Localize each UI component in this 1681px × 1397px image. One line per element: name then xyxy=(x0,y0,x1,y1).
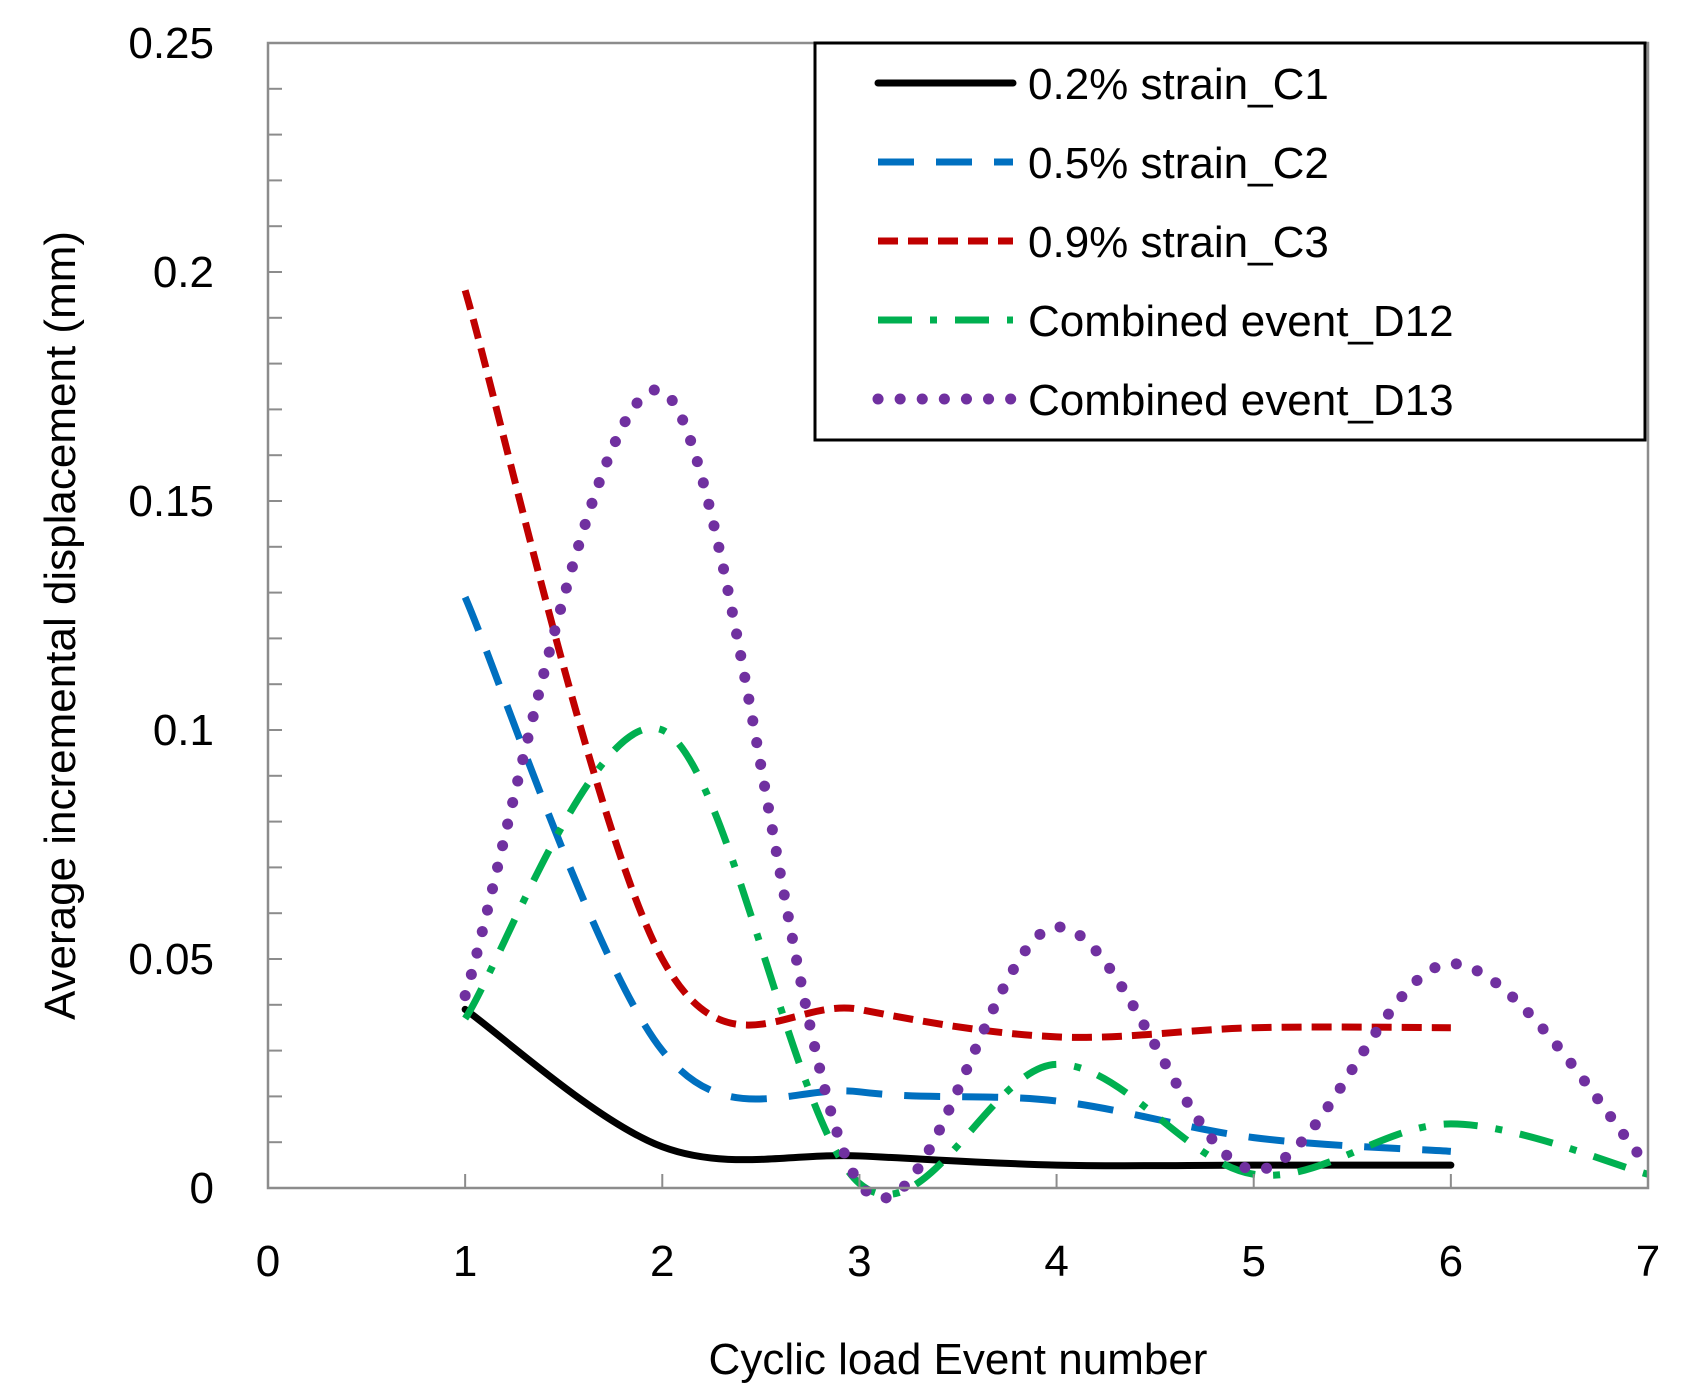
legend-label-0-5-strain-c2: 0.5% strain_C2 xyxy=(1028,139,1329,188)
x-tick-label: 5 xyxy=(1241,1237,1265,1286)
y-tick-label: 0.1 xyxy=(153,706,214,755)
series-line-0-2-strain-c1 xyxy=(461,1005,1455,1170)
y-tick-label: 0.25 xyxy=(128,19,214,68)
x-tick-label: 1 xyxy=(453,1237,477,1286)
x-tick-label: 4 xyxy=(1044,1237,1068,1286)
x-tick-label: 0 xyxy=(256,1237,280,1286)
series-line-combined-event-d12 xyxy=(462,724,1649,1198)
x-tick-label: 7 xyxy=(1636,1237,1660,1286)
y-axis-label: Average incremental displacement (mm) xyxy=(36,231,85,1020)
x-axis-label: Cyclic load Event number xyxy=(709,1335,1208,1384)
legend-label-0-9-strain-c3: 0.9% strain_C3 xyxy=(1028,218,1329,267)
series-line-combined-event-d13 xyxy=(459,384,1654,1204)
series-layer xyxy=(459,289,1654,1204)
legend-label-combined-event-d13: Combined event_D13 xyxy=(1028,376,1454,425)
x-tick-label: 6 xyxy=(1439,1237,1463,1286)
x-tick-label: 3 xyxy=(847,1237,871,1286)
y-tick-label: 0.2 xyxy=(153,248,214,297)
series-line-0-5-strain-c2 xyxy=(461,595,1452,1155)
series-line-0-9-strain-c3 xyxy=(461,289,1451,1041)
y-tick-label: 0 xyxy=(190,1164,214,1213)
legend-label-0-2-strain-c1: 0.2% strain_C1 xyxy=(1028,60,1329,109)
legend: 0.2% strain_C1 0.5% strain_C2 0.9% strain_… xyxy=(813,41,1647,442)
legend-label-combined-event-d12: Combined event_D12 xyxy=(1028,297,1454,346)
x-tick-label: 2 xyxy=(650,1237,674,1286)
y-tick-label: 0.05 xyxy=(128,935,214,984)
y-tick-label: 0.15 xyxy=(128,477,214,526)
